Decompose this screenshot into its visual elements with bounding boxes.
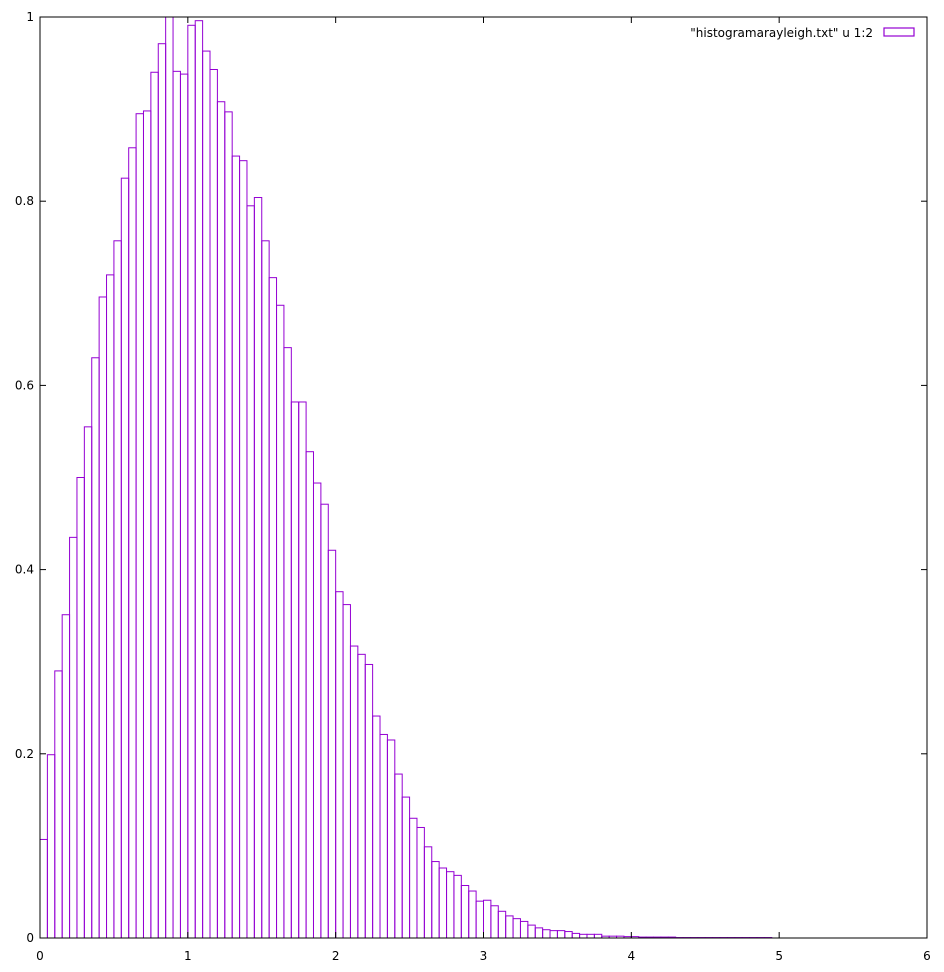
histogram-bar — [342, 604, 351, 939]
histogram-bar — [135, 113, 144, 939]
histogram-bar — [564, 931, 573, 939]
histogram-bar — [179, 73, 189, 939]
histogram-bar — [556, 930, 566, 939]
histogram-bar — [120, 177, 130, 939]
y-tick-label: 0.4 — [15, 563, 34, 577]
histogram-bar — [527, 924, 536, 939]
histogram-bar — [586, 933, 595, 939]
histogram-bar — [246, 205, 255, 939]
histogram-bar — [172, 70, 181, 939]
histogram-bar — [46, 754, 56, 939]
histogram-bar — [261, 240, 270, 939]
histogram-bar — [231, 155, 241, 939]
legend: "histogramarayleigh.txt" u 1:2 — [690, 26, 915, 40]
histogram-bar — [283, 347, 292, 939]
histogram-bar — [209, 68, 218, 939]
histogram-bar — [194, 20, 204, 939]
y-tick-label: 0.8 — [15, 194, 34, 208]
x-tick-label: 0 — [36, 949, 44, 963]
histogram-bar — [386, 739, 396, 939]
histogram-bar — [327, 549, 337, 939]
histogram-bar — [239, 160, 248, 939]
histogram-bar — [224, 111, 233, 939]
x-tick-label: 1 — [184, 949, 192, 963]
histogram-bar — [61, 614, 71, 939]
histogram-bar — [475, 900, 485, 939]
x-tick-label: 5 — [775, 949, 783, 963]
y-tick-label: 1 — [26, 10, 34, 24]
histogram-bar — [98, 296, 108, 939]
histogram-bar — [268, 277, 278, 939]
histogram-bar — [202, 50, 211, 939]
x-tick-label: 4 — [628, 949, 636, 963]
y-tick-label: 0.6 — [15, 378, 34, 392]
histogram-bar — [431, 861, 440, 939]
histogram-bar — [423, 846, 433, 939]
histogram-bar — [83, 426, 93, 939]
histogram-bar — [571, 932, 581, 939]
histogram-bar — [39, 838, 48, 939]
histogram-bar — [276, 304, 285, 939]
histogram-bar — [593, 933, 603, 939]
histogram-bar — [216, 101, 226, 939]
histogram-bar — [372, 715, 381, 939]
histogram-bars — [39, 16, 773, 939]
histogram-bar — [379, 733, 388, 939]
histogram-bar — [579, 933, 588, 939]
histogram-bar — [483, 899, 492, 939]
histogram-bar — [91, 357, 100, 939]
histogram-bar — [542, 929, 551, 939]
histogram-bar — [69, 536, 78, 939]
histogram-bar — [165, 16, 174, 939]
histogram-bar — [312, 482, 322, 939]
histogram-bar — [357, 653, 366, 939]
histogram-bar — [401, 796, 411, 939]
histogram-bar — [468, 890, 477, 939]
histogram-bar — [512, 918, 521, 939]
histogram-bar — [394, 773, 403, 939]
histogram-bar — [416, 826, 425, 939]
histogram-bar — [290, 401, 300, 939]
histogram-bar — [519, 920, 529, 939]
histogram-bar — [505, 915, 514, 939]
histogram-bar — [438, 867, 448, 939]
histogram-bar — [497, 910, 507, 939]
histogram-bar — [335, 591, 344, 939]
x-tick-label: 6 — [923, 949, 931, 963]
histogram-bar — [409, 817, 418, 939]
histogram-bar — [142, 110, 152, 939]
histogram-bar — [349, 645, 359, 939]
axis-ticks: 0 1 2 3 4 5 6 0 0.2 0.4 0.6 0.8 1 — [15, 10, 931, 963]
histogram-bar — [150, 71, 159, 939]
histogram-bar — [187, 24, 196, 939]
histogram-bar — [113, 240, 122, 939]
histogram-bar — [157, 43, 167, 939]
histogram-bar — [298, 401, 307, 939]
histogram-bar — [453, 874, 462, 939]
histogram-bar — [490, 905, 499, 939]
histogram-bar — [364, 663, 374, 939]
legend-label: "histogramarayleigh.txt" u 1:2 — [690, 26, 873, 40]
x-tick-label: 2 — [332, 949, 340, 963]
histogram-bar — [534, 927, 544, 939]
x-tick-label: 3 — [480, 949, 488, 963]
histogram-bar — [54, 670, 63, 939]
histogram-bar — [446, 871, 455, 939]
histogram-bar — [305, 451, 314, 939]
histogram-bar — [106, 274, 115, 939]
histogram-bar — [253, 197, 263, 939]
histogram-bar — [460, 885, 470, 939]
histogram-bar — [549, 930, 558, 939]
histogram-bar — [320, 503, 329, 939]
legend-swatch — [883, 27, 915, 37]
histogram-bar — [76, 477, 85, 939]
histogram-bar — [128, 147, 137, 939]
y-tick-label: 0 — [26, 931, 34, 945]
y-tick-label: 0.2 — [15, 747, 34, 761]
